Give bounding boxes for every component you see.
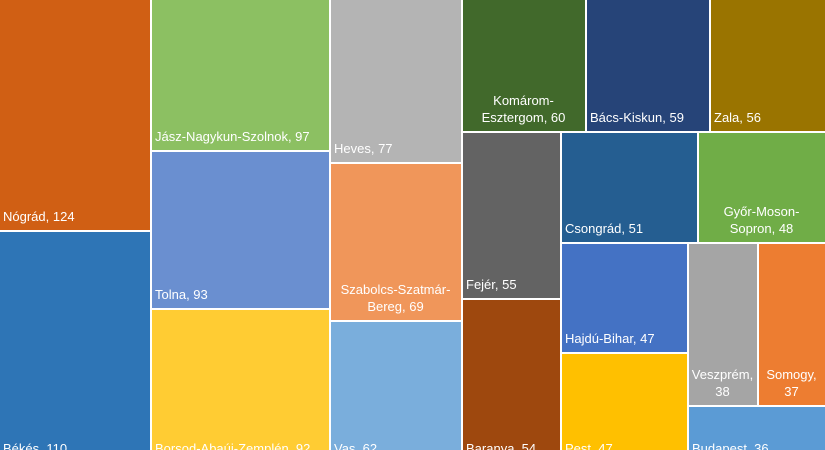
cell-label: Nógrád, 124 xyxy=(3,209,75,224)
cell-label: Fejér, 55 xyxy=(466,277,517,292)
treemap-cell: Bács-Kiskun, 59 xyxy=(587,0,709,131)
cell-label: Jász-Nagykun-Szolnok, 97 xyxy=(155,129,310,144)
cell-label: Hajdú-Bihar, 47 xyxy=(565,331,655,346)
cell-label: Borsod-Abaúj-Zemplén, 92 xyxy=(155,441,311,450)
treemap-cell: Pest, 47 xyxy=(562,354,687,450)
cell-label: Budapest, 36 xyxy=(692,441,769,450)
cell-label: Veszprém, 38 xyxy=(691,367,754,399)
treemap-cell: Baranya, 54 xyxy=(463,300,560,450)
treemap-cell: Veszprém, 38 xyxy=(689,244,757,405)
treemap-cell: Szabolcs-Szatmár-Bereg, 69 xyxy=(331,164,461,320)
cell-label: Békés, 110 xyxy=(3,441,68,450)
cell-label: Komárom-Esztergom, 60 xyxy=(481,93,566,125)
treemap-cell: Heves, 77 xyxy=(331,0,461,162)
treemap-cell: Jász-Nagykun-Szolnok, 97 xyxy=(152,0,329,150)
cell-label: Baranya, 54 xyxy=(466,441,537,450)
cell-label: Somogy, 37 xyxy=(766,367,817,399)
treemap-cell: Zala, 56 xyxy=(711,0,825,131)
treemap-cell: Vas, 62 xyxy=(331,322,461,450)
cell-label: Győr-Moson-Sopron, 48 xyxy=(723,204,800,236)
treemap-cell: Fejér, 55 xyxy=(463,133,560,298)
cell-label: Csongrád, 51 xyxy=(565,221,644,236)
cell-label: Heves, 77 xyxy=(334,141,393,156)
treemap-cell: Csongrád, 51 xyxy=(562,133,697,242)
treemap-cell: Győr-Moson-Sopron, 48 xyxy=(699,133,825,242)
treemap-cell: Komárom-Esztergom, 60 xyxy=(463,0,585,131)
treemap-cell: Békés, 110 xyxy=(0,232,150,450)
treemap-cell: Borsod-Abaúj-Zemplén, 92 xyxy=(152,310,329,450)
cell-label: Tolna, 93 xyxy=(155,287,208,302)
treemap-cell: Somogy, 37 xyxy=(759,244,825,405)
treemap-cell: Budapest, 36 xyxy=(689,407,825,450)
treemap-cell: Hajdú-Bihar, 47 xyxy=(562,244,687,352)
treemap-cell: Nógrád, 124 xyxy=(0,0,150,230)
cell-label: Bács-Kiskun, 59 xyxy=(590,110,684,125)
cell-label: Zala, 56 xyxy=(714,110,761,125)
cell-label: Szabolcs-Szatmár-Bereg, 69 xyxy=(340,282,451,314)
treemap-cell: Tolna, 93 xyxy=(152,152,329,308)
cell-label: Pest, 47 xyxy=(565,441,613,450)
cell-label: Vas, 62 xyxy=(334,441,378,450)
